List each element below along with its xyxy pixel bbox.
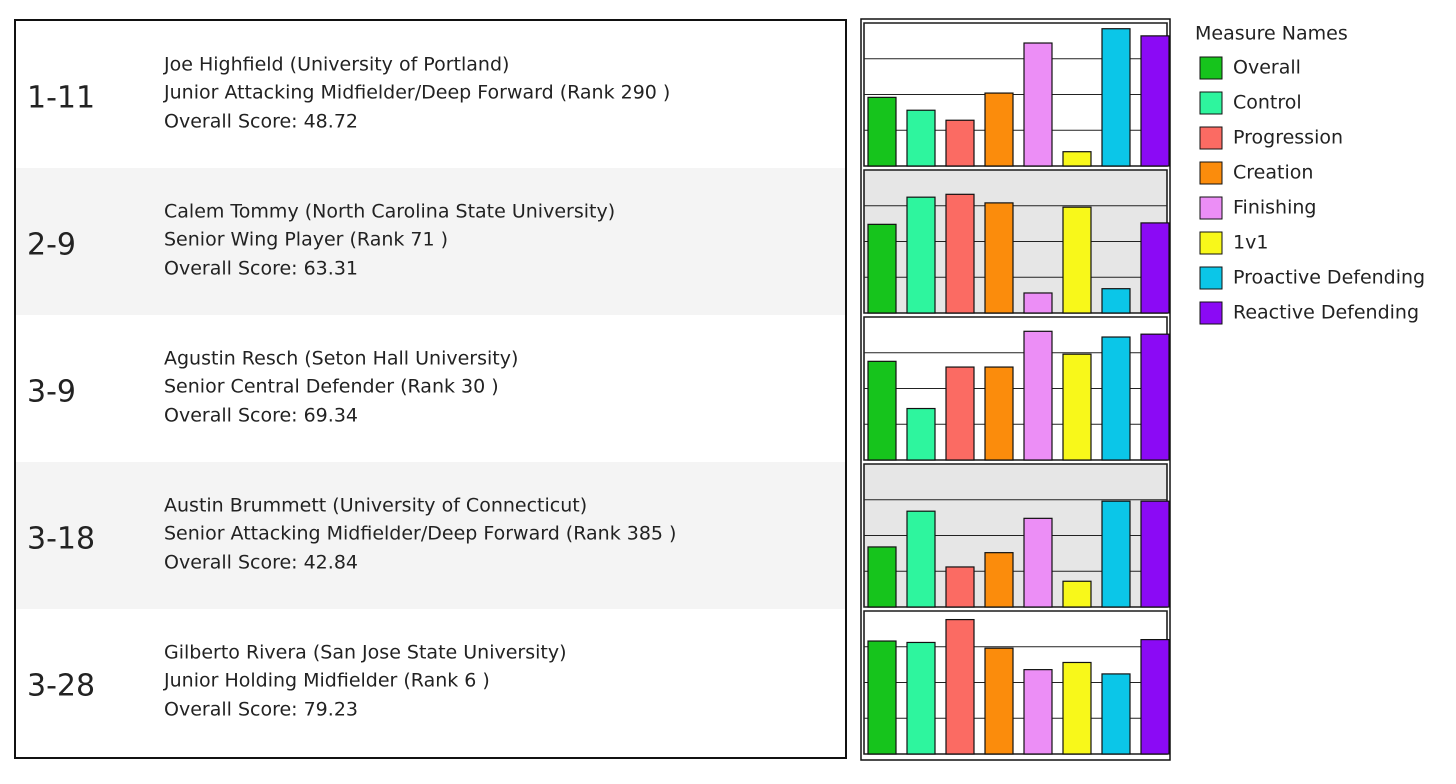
legend-swatch xyxy=(1199,266,1223,290)
bar xyxy=(867,640,897,755)
bar xyxy=(1062,353,1092,461)
bar xyxy=(1023,669,1053,755)
legend-title: Measure Names xyxy=(1195,23,1348,45)
legend-swatch xyxy=(1199,161,1223,185)
bar xyxy=(906,641,936,755)
bar xyxy=(1023,517,1053,608)
bar xyxy=(1101,28,1131,167)
pick-number: 3-28 xyxy=(27,669,95,704)
bar xyxy=(1140,500,1170,608)
bar xyxy=(984,647,1014,755)
player-name: Agustin Resch (Seton Hall University) xyxy=(164,348,518,370)
overall-score: Overall Score: 48.72 xyxy=(164,111,358,133)
bar xyxy=(1140,222,1170,314)
bar xyxy=(1140,638,1170,755)
bar xyxy=(906,196,936,314)
legend-swatch xyxy=(1199,301,1223,325)
player-position: Senior Central Defender (Rank 30 ) xyxy=(164,376,499,398)
overall-score: Overall Score: 42.84 xyxy=(164,552,358,574)
legend-label: Progression xyxy=(1233,127,1343,149)
player-name: Gilberto Rivera (San Jose State Universi… xyxy=(164,642,567,664)
bar xyxy=(945,618,975,755)
overall-score: Overall Score: 69.34 xyxy=(164,405,358,427)
bar xyxy=(906,510,936,608)
legend-swatch xyxy=(1199,126,1223,150)
legend-label: Control xyxy=(1233,92,1302,114)
player-name: Calem Tommy (North Carolina State Univer… xyxy=(164,201,615,223)
legend-label: Proactive Defending xyxy=(1233,267,1425,289)
bar xyxy=(1101,288,1131,314)
bar xyxy=(984,552,1014,608)
overall-score: Overall Score: 63.31 xyxy=(164,258,358,280)
bar xyxy=(1101,673,1131,755)
player-position: Junior Attacking Midfielder/Deep Forward… xyxy=(163,82,670,104)
bar xyxy=(1062,206,1092,314)
legend-swatch xyxy=(1199,56,1223,80)
overall-score: Overall Score: 79.23 xyxy=(164,699,358,721)
legend-swatch xyxy=(1199,196,1223,220)
table-row xyxy=(15,21,846,168)
bar xyxy=(906,407,936,461)
bar xyxy=(867,96,897,167)
player-position: Senior Wing Player (Rank 71 ) xyxy=(164,229,448,251)
bar xyxy=(984,92,1014,167)
bar xyxy=(945,193,975,314)
bar xyxy=(1023,42,1053,167)
bar xyxy=(1062,580,1092,608)
legend-label: Overall xyxy=(1233,57,1301,79)
pick-number: 1-11 xyxy=(27,81,95,116)
player-position: Senior Attacking Midfielder/Deep Forward… xyxy=(164,523,676,545)
bar xyxy=(867,546,897,608)
legend-label: Finishing xyxy=(1233,197,1316,219)
bar xyxy=(1140,333,1170,461)
charts-border xyxy=(860,18,1171,761)
table-row xyxy=(15,609,846,756)
bar xyxy=(984,366,1014,461)
bar xyxy=(1023,292,1053,314)
player-name: Joe Highfield (University of Portland) xyxy=(163,54,509,76)
legend-swatch xyxy=(1199,91,1223,115)
bar xyxy=(945,366,975,461)
pick-number: 2-9 xyxy=(27,228,76,263)
bar xyxy=(906,109,936,167)
legend-label: Creation xyxy=(1233,162,1313,184)
table-row xyxy=(15,168,846,315)
bar xyxy=(1101,500,1131,608)
table-row xyxy=(15,462,846,609)
bar xyxy=(984,202,1014,314)
bar xyxy=(945,566,975,608)
bar xyxy=(867,223,897,314)
player-position: Junior Holding Midfielder (Rank 6 ) xyxy=(163,670,490,692)
bar xyxy=(1140,35,1170,167)
legend-label: 1v1 xyxy=(1233,232,1268,254)
bar xyxy=(867,360,897,461)
bar xyxy=(945,119,975,167)
pick-number: 3-18 xyxy=(27,522,95,557)
table-border xyxy=(14,19,847,759)
player-name: Austin Brummett (University of Connectic… xyxy=(164,495,587,517)
bar xyxy=(1062,151,1092,167)
bar xyxy=(1101,336,1131,461)
bar xyxy=(1023,330,1053,461)
bar xyxy=(1062,661,1092,755)
pick-number: 3-9 xyxy=(27,375,76,410)
legend-swatch xyxy=(1199,231,1223,255)
table-row xyxy=(15,315,846,462)
legend-label: Reactive Defending xyxy=(1233,302,1419,324)
